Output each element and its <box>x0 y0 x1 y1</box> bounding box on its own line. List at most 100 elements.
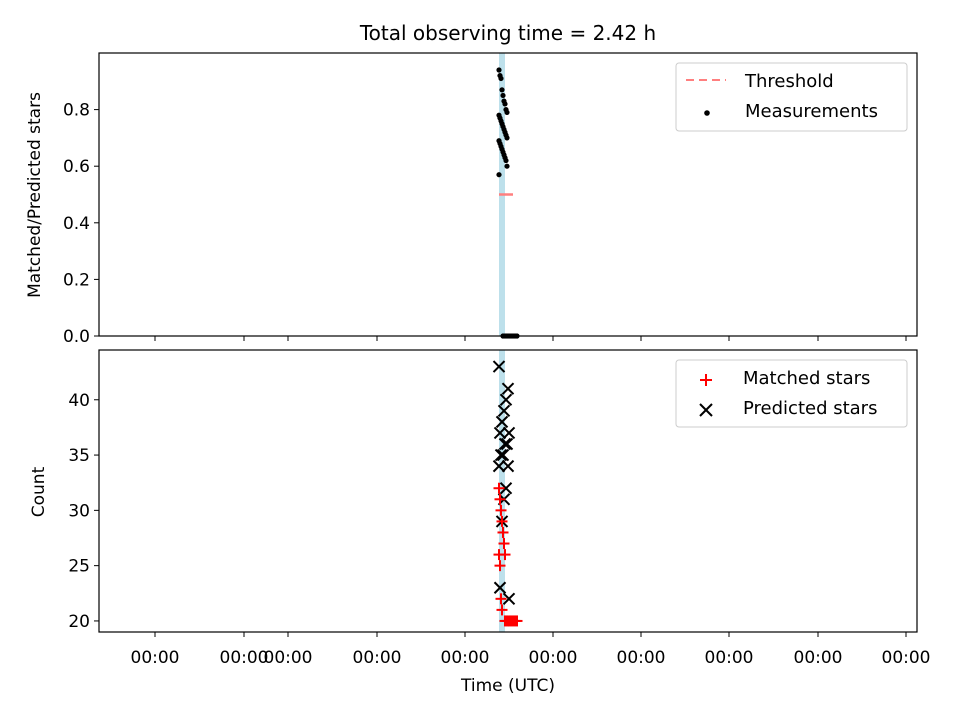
x-tick-label: 00:00 <box>264 648 313 668</box>
ratio-legend-box <box>675 62 908 132</box>
predicted-star-marker <box>502 592 516 606</box>
matched-star-marker <box>493 549 505 561</box>
ratio-y-ticks: 0.0 0.2 0.4 0.6 0.8 <box>63 101 99 347</box>
ratio-legend: Threshold Measurements <box>675 62 908 132</box>
legend-matched-swatch <box>700 374 712 386</box>
count-legend: Matched stars Predicted stars <box>675 359 908 428</box>
matched-star-marker <box>498 538 510 550</box>
chart-title: Total observing time = 2.42 h <box>359 21 656 45</box>
ratio-y-tick-label: 0.4 <box>63 214 90 234</box>
predicted-star-stroke <box>494 448 508 462</box>
measurement-point <box>496 172 502 178</box>
measurement-point <box>504 109 510 116</box>
ratio-x-ticks <box>154 336 907 341</box>
legend-matched-label: Matched stars <box>743 368 870 389</box>
measurement-point <box>503 157 509 164</box>
measurement-point <box>499 87 505 93</box>
count-y-tick-label: 35 <box>68 446 90 466</box>
matched-star-marker <box>495 593 507 605</box>
predicted-star-marker <box>493 581 507 594</box>
legend-predicted-label: Predicted stars <box>743 398 877 419</box>
predicted-star-marker <box>498 437 512 451</box>
predicted-star-marker <box>501 459 515 473</box>
count-legend-box <box>675 359 908 428</box>
measurement-point <box>504 135 510 141</box>
predicted-star-stroke <box>498 437 512 451</box>
predicted-star-stroke <box>501 459 515 473</box>
predicted-star-stroke <box>501 382 515 395</box>
predicted-star-stroke <box>495 415 509 429</box>
predicted-star-marker <box>501 382 515 395</box>
matched-star-marker <box>505 615 517 627</box>
matched-star-marker <box>496 515 508 527</box>
ratio-axes-frame <box>98 52 918 337</box>
predicted-star-marker <box>502 426 516 440</box>
ratio-y-tick-label: 0.2 <box>63 270 90 290</box>
measurements-series <box>496 67 520 339</box>
measurement-point <box>500 92 506 99</box>
predicted-star-stroke <box>499 482 513 495</box>
legend-measurements-label: Measurements <box>745 101 878 122</box>
predicted-star-stroke <box>497 404 511 418</box>
predicted-star-stroke <box>502 426 516 440</box>
ratio-y-tick-label: 0.6 <box>63 157 90 177</box>
count-y-axis-label: Count <box>29 466 49 517</box>
predicted-star-stroke <box>492 360 506 373</box>
predicted-star-stroke <box>493 581 507 594</box>
ratio-y-axis-label: Matched/Predicted stars <box>25 92 45 298</box>
predicted-star-marker <box>492 360 506 373</box>
matched-star-marker <box>493 482 505 494</box>
predicted-star-stroke <box>493 426 507 440</box>
matched-star-marker <box>496 604 508 616</box>
count-y-tick-label: 30 <box>68 501 90 521</box>
x-tick-label: 00:00 <box>353 648 402 668</box>
measurement-point <box>504 163 510 169</box>
x-tick-label: 00:00 <box>882 648 931 668</box>
predicted-star-marker <box>497 404 511 418</box>
matched-star-marker <box>494 493 506 505</box>
predicted-star-marker <box>499 393 513 406</box>
matched-stars-series <box>493 482 523 627</box>
predicted-star-marker <box>494 448 508 462</box>
count-y-tick-label: 40 <box>68 391 90 411</box>
matched-star-marker <box>495 504 507 516</box>
x-tick-label: 00:00 <box>220 648 269 668</box>
legend-predicted-swatch <box>699 403 713 417</box>
matched-star-marker <box>497 526 509 538</box>
measurement-point <box>502 101 508 107</box>
count-y-ticks: 20 25 30 35 40 <box>68 391 99 632</box>
predicted-star-stroke <box>496 448 510 462</box>
predicted-star-marker <box>500 437 514 451</box>
count-y-tick-label: 25 <box>68 557 90 577</box>
x-tick-label: 00:00 <box>131 648 180 668</box>
predicted-star-stroke <box>499 393 513 406</box>
predicted-star-marker <box>492 459 506 473</box>
count-axes-frame <box>98 349 918 633</box>
legend-measurements-swatch <box>704 110 710 116</box>
ratio-y-tick-label: 0.8 <box>63 101 90 121</box>
predicted-star-stroke <box>492 459 506 473</box>
x-tick-label: 00:00 <box>794 648 843 668</box>
predicted-star-marker <box>495 415 509 429</box>
x-tick-label: 00:00 <box>529 648 578 668</box>
matched-star-marker <box>494 560 506 572</box>
x-tick-label: 00:00 <box>441 648 490 668</box>
ratio-panel: 0.00.20.40.60.8 Matched/Predicted stars … <box>25 52 918 347</box>
count-y-tick-label: 20 <box>68 612 90 632</box>
predicted-star-stroke <box>500 437 514 451</box>
predicted-star-marker <box>496 448 510 462</box>
ratio-y-tick-label: 0.0 <box>63 327 90 347</box>
x-axis-label: Time (UTC) <box>460 676 555 696</box>
measurement-point <box>498 75 504 82</box>
predicted-star-marker <box>499 482 513 495</box>
predicted-star-stroke <box>502 592 516 606</box>
x-tick-label: 00:00 <box>705 648 754 668</box>
x-tick-label: 00:00 <box>617 648 666 668</box>
measurement-point <box>496 67 502 73</box>
legend-threshold-label: Threshold <box>744 71 834 92</box>
predicted-star-marker <box>493 426 507 440</box>
